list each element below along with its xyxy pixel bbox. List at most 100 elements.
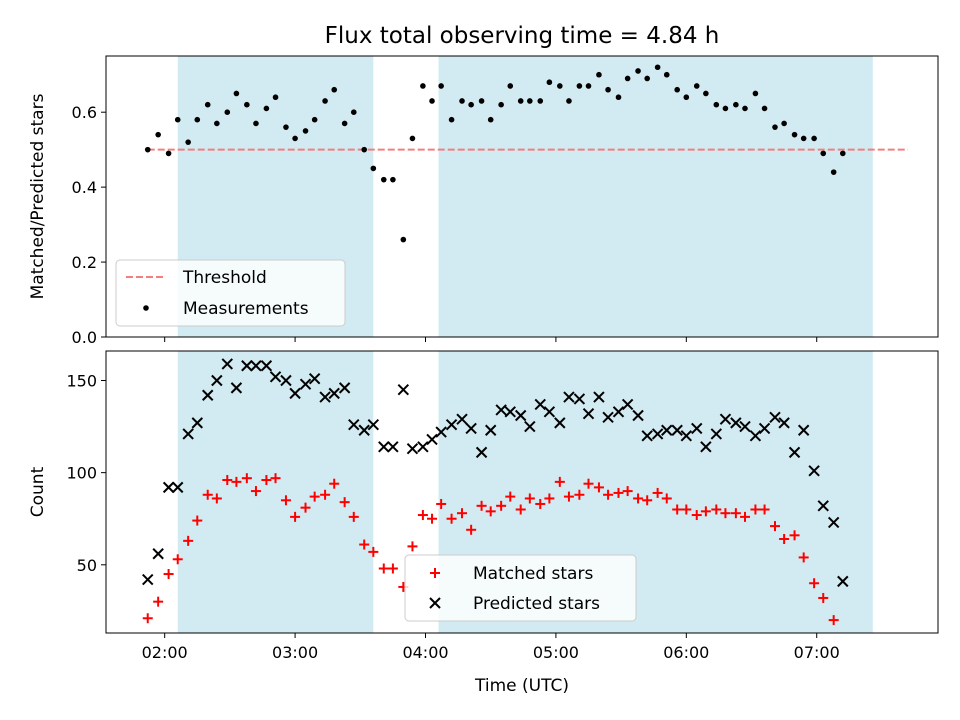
measurement-point [713, 101, 720, 108]
matched-star-point [711, 504, 722, 515]
top-legend: Threshold Measurements [115, 259, 346, 327]
predicted-star-point [221, 358, 233, 370]
predicted-star-point [778, 417, 790, 429]
matched-star-point [535, 498, 546, 509]
predicted-star-point [788, 446, 801, 459]
matched-star-point [496, 500, 507, 511]
matched-star-point [417, 510, 428, 521]
predicted-star-point [211, 374, 223, 387]
measurement-point [361, 146, 368, 153]
measurement-point [283, 124, 289, 130]
predicted-star-point [719, 413, 732, 425]
matched-star-point [779, 534, 790, 544]
predicted-star-point [406, 442, 419, 455]
x-tick-label: 06:00 [663, 643, 709, 662]
predicted-star-point [202, 389, 214, 401]
predicted-star-point [691, 422, 703, 435]
matched-star-point [574, 489, 585, 500]
legend-box [115, 259, 346, 327]
x-tick-label: 03:00 [272, 643, 318, 662]
measurement-point [733, 101, 739, 108]
y-tick-label: 0.0 [72, 328, 97, 347]
predicted-star-point [230, 382, 243, 394]
predicted-star-point [299, 378, 312, 390]
matched-star-point [290, 511, 301, 522]
matched-star-point [466, 524, 477, 535]
legend-predicted-label: Predicted stars [473, 594, 600, 614]
matched-star-point [446, 513, 457, 524]
measurement-point [546, 79, 553, 86]
measurement-point [663, 71, 670, 78]
measurement-point [566, 98, 572, 104]
matched-star-point [339, 497, 350, 508]
predicted-star-point [602, 411, 614, 424]
measurement-point [272, 94, 279, 101]
measurement-point [527, 98, 533, 104]
bottom-legend: Matched stars Predicted stars [404, 554, 637, 622]
measurement-point [429, 98, 435, 104]
measurement-point [537, 98, 544, 104]
predicted-star-point [445, 419, 458, 431]
measurement-point [420, 83, 426, 89]
predicted-star-point [289, 387, 301, 400]
chart-title: Flux total observing time = 4.84 h [325, 23, 720, 49]
matched-star-point [241, 473, 252, 484]
predicted-star-point [661, 424, 673, 436]
matched-star-point [622, 486, 633, 497]
matched-star-point [809, 578, 820, 589]
measurement-point [350, 109, 357, 115]
measurement-point [800, 135, 807, 142]
matched-star-point [329, 478, 340, 489]
y-tick-label: 150 [66, 371, 97, 390]
x-tick-label: 05:00 [533, 643, 579, 662]
matched-star-point [700, 506, 711, 517]
axes-frame [105, 350, 939, 634]
predicted-star-point [358, 424, 370, 436]
matched-star-point [261, 475, 272, 486]
measurement-point [487, 116, 494, 123]
measurement-point [703, 90, 709, 97]
measurement-point [263, 105, 270, 112]
matched-star-point [270, 473, 281, 484]
predicted-star-point [308, 372, 321, 385]
y-tick-label: 100 [66, 464, 97, 483]
predicted-star-point [426, 433, 438, 446]
matched-star-point [661, 493, 672, 504]
measurement-point [233, 90, 240, 97]
matched-star-point [642, 495, 653, 506]
measurement-point [341, 120, 348, 127]
predicted-star-point [671, 424, 683, 436]
predicted-star-point [172, 481, 184, 494]
measurement-point [185, 139, 191, 145]
matched-star-point [544, 493, 555, 504]
predicted-star-point [328, 387, 340, 400]
matched-star-point [789, 530, 800, 541]
measurement-point [615, 94, 622, 101]
predicted-star-point [730, 417, 742, 429]
predicted-star-point [417, 441, 429, 453]
measurement-point [448, 116, 455, 123]
matched-star-point [515, 504, 526, 515]
matched-star-point [554, 476, 565, 487]
measurement-point [820, 150, 827, 157]
predicted-star-point [524, 420, 536, 433]
y-tick-label: 0.4 [72, 178, 97, 197]
legend-matched-label: Matched stars [473, 564, 593, 584]
predicted-star-point [632, 409, 644, 422]
measurement-point [742, 105, 748, 112]
measurement-point [438, 83, 444, 89]
measurement-point [478, 98, 485, 104]
predicted-star-point [348, 419, 360, 431]
measurement-point [468, 101, 474, 108]
predicted-star-point [456, 413, 468, 425]
predicted-star-point [435, 426, 447, 438]
matched-star-point [300, 502, 311, 513]
measurement-point [311, 116, 318, 123]
matched-star-point [457, 508, 468, 519]
matched-star-point [309, 491, 320, 502]
matched-star-point [231, 476, 242, 487]
matched-star-point [603, 489, 614, 500]
predicted-star-point [280, 374, 292, 387]
matched-star-point [172, 554, 183, 565]
